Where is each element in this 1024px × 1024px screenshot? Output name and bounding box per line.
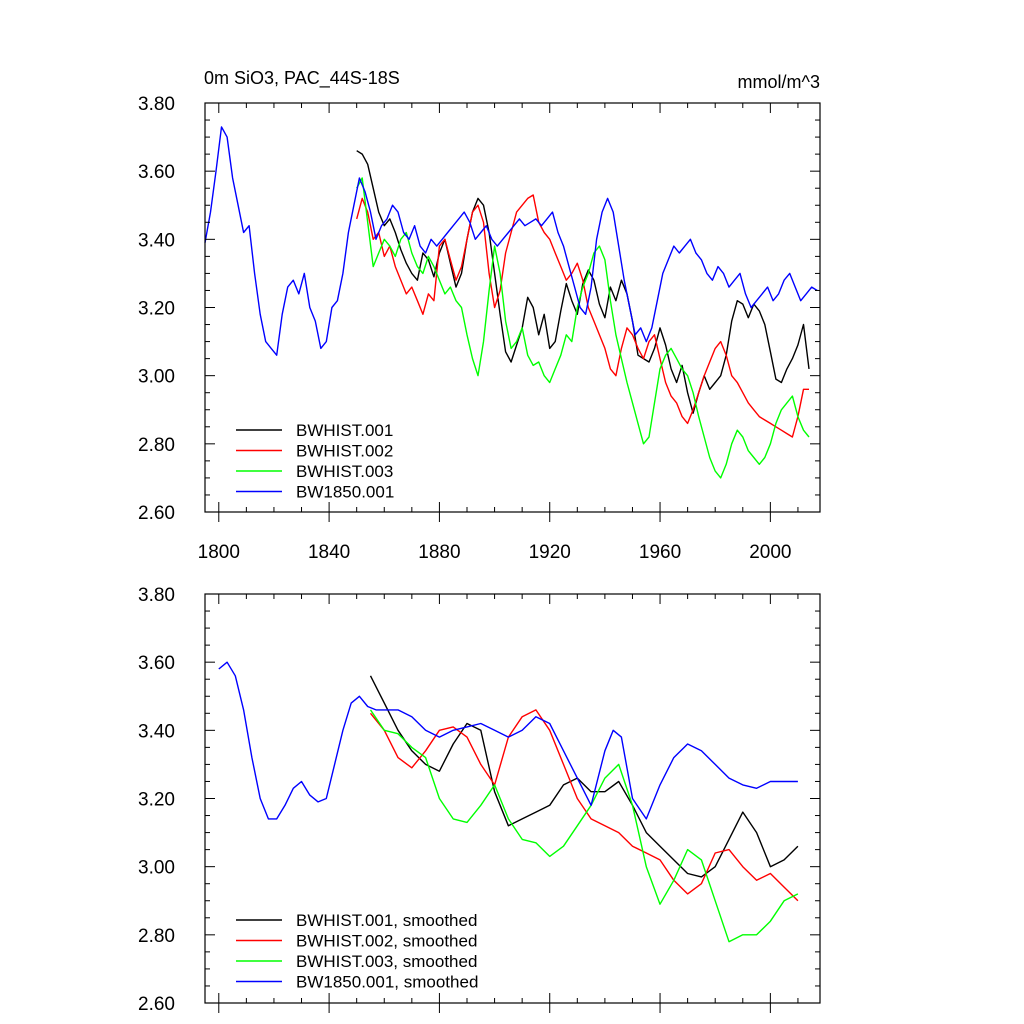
y-tick-label: 3.20 bbox=[138, 790, 175, 811]
y-tick-label: 2.60 bbox=[138, 994, 175, 1015]
legend-label-1: BWHIST.001, smoothed bbox=[296, 911, 477, 930]
series-line-4 bbox=[218, 661, 798, 820]
legend-label-4: BW1850.001 bbox=[296, 483, 394, 502]
x-tick-label: 1840 bbox=[308, 542, 350, 563]
series-group bbox=[218, 661, 799, 943]
axes: 2.60 2.80 3.00 3.20 3.40 3.60 3.80 1800 1840 1880… bbox=[138, 94, 821, 563]
y-tick-label: 2.80 bbox=[138, 926, 175, 947]
series-group bbox=[204, 126, 818, 479]
y-tick-label: 3.60 bbox=[138, 162, 175, 183]
y-tick-label: 3.40 bbox=[138, 230, 175, 251]
legend-label-4: BW1850.001, smoothed bbox=[296, 973, 478, 992]
legend-label-3: BWHIST.003 bbox=[296, 462, 393, 481]
x-tick-label: 1880 bbox=[418, 542, 460, 563]
series-line-2 bbox=[356, 194, 809, 438]
units-label: mmol/m^3 bbox=[738, 72, 820, 92]
legend-label-2: BWHIST.002, smoothed bbox=[296, 932, 477, 951]
series-line-3 bbox=[369, 709, 799, 943]
x-tick-label: 2000 bbox=[749, 542, 791, 563]
y-tick-label: 2.80 bbox=[138, 435, 175, 456]
series-line-2 bbox=[369, 709, 799, 902]
legend-label-2: BWHIST.002 bbox=[296, 442, 393, 461]
series-line-4 bbox=[204, 126, 818, 356]
axes: 2.60 2.80 3.00 3.20 3.40 3.60 3.80 bbox=[138, 585, 821, 1015]
bottom-panel: 2.60 2.80 3.00 3.20 3.40 3.60 3.80 BWHIST.001,… bbox=[138, 585, 821, 1015]
x-tick-label: 1920 bbox=[529, 542, 571, 563]
y-tick-label: 3.20 bbox=[138, 299, 175, 320]
x-tick-label: 1800 bbox=[198, 542, 240, 563]
top-panel: 0m SiO3, PAC_44S-18S mmol/m^3 2.60 2.80 3.… bbox=[138, 68, 821, 563]
legend-label-3: BWHIST.003, smoothed bbox=[296, 952, 477, 971]
chart-title: 0m SiO3, PAC_44S-18S bbox=[204, 68, 400, 89]
series-line-1 bbox=[369, 675, 799, 878]
y-tick-label: 3.60 bbox=[138, 653, 175, 674]
y-tick-label: 3.80 bbox=[138, 585, 175, 606]
legend-label-1: BWHIST.001 bbox=[296, 421, 393, 440]
y-tick-label: 3.80 bbox=[138, 94, 175, 115]
y-tick-label: 3.00 bbox=[138, 858, 175, 879]
series-line-3 bbox=[356, 177, 810, 479]
y-tick-label: 2.60 bbox=[138, 503, 175, 524]
x-tick-label: 1960 bbox=[639, 542, 681, 563]
y-tick-label: 3.00 bbox=[138, 367, 175, 388]
y-tick-label: 3.40 bbox=[138, 721, 175, 742]
legend: BWHIST.001, smoothed BWHIST.002, smoothed… bbox=[236, 911, 478, 992]
